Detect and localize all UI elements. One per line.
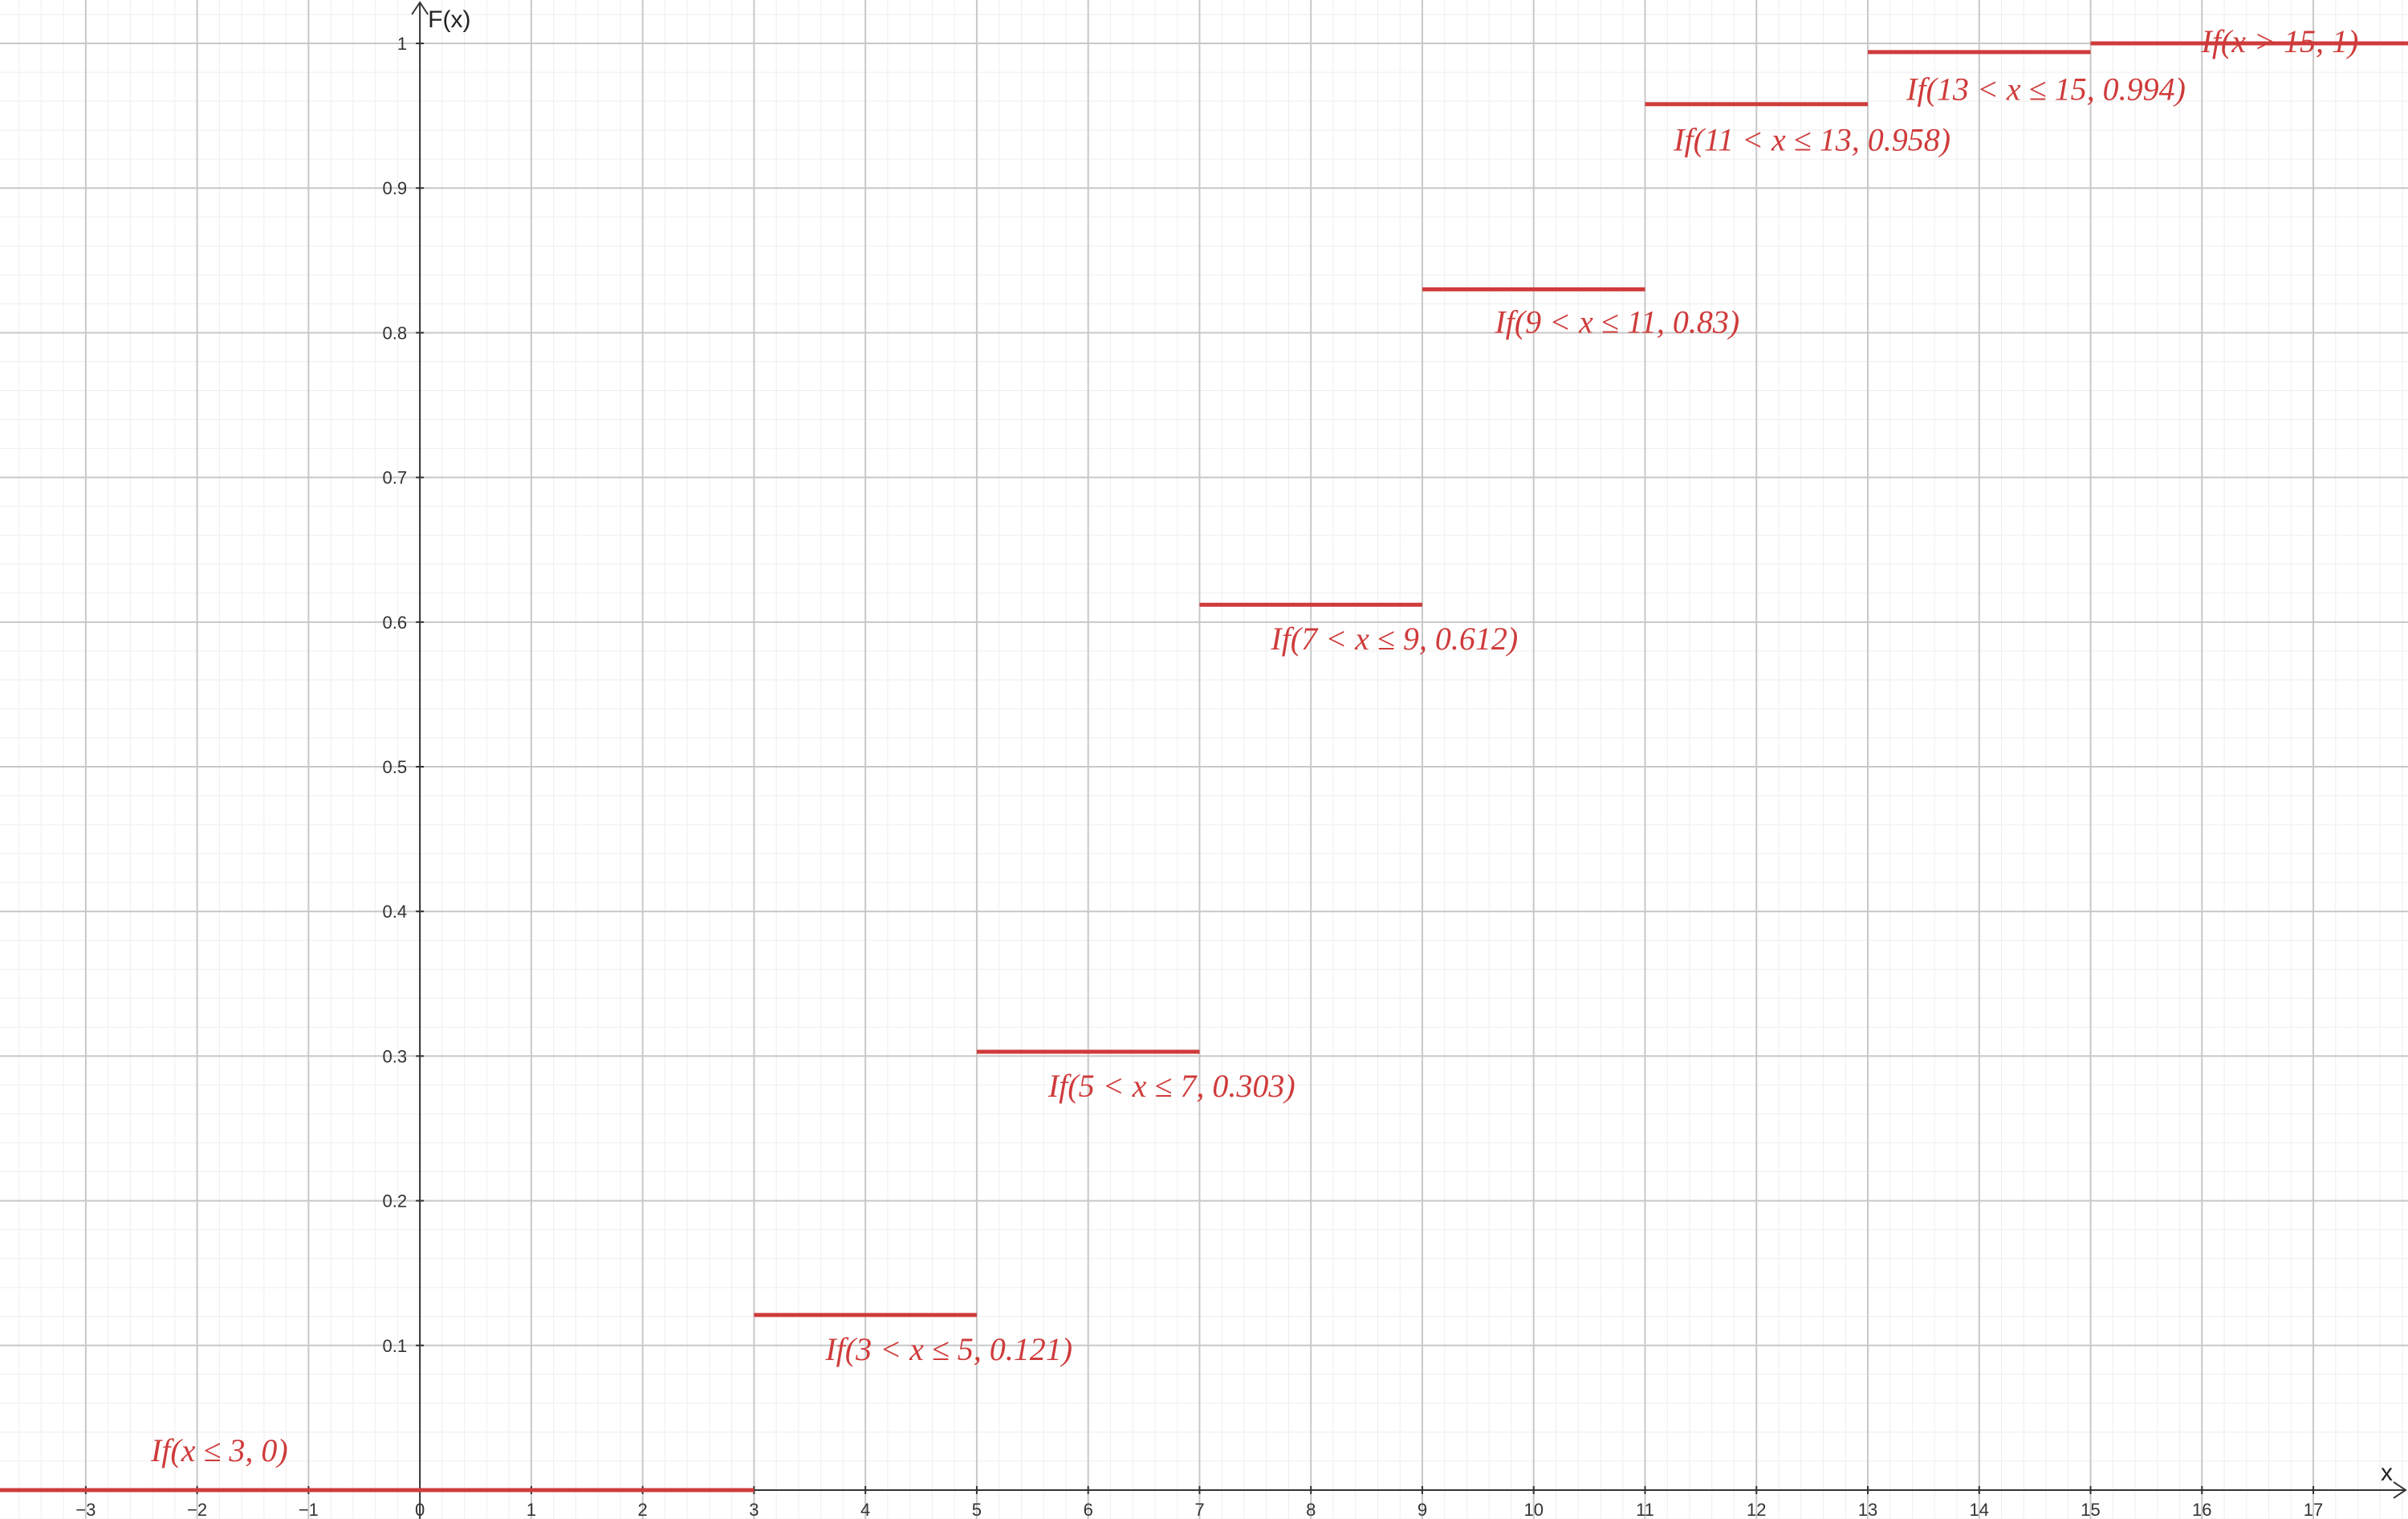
step-label: If(13 < x ≤ 15, 0.994) xyxy=(1906,71,2186,107)
y-tick-label: 0.2 xyxy=(383,1191,408,1212)
x-tick-label: 1 xyxy=(527,1500,536,1519)
step-labels: If(x ≤ 3, 0) If(3 < x ≤ 5, 0.121) If(5 < x… xyxy=(150,23,2358,1468)
step-label: If(7 < x ≤ 9, 0.612) xyxy=(1270,621,1518,657)
x-tick-label: 12 xyxy=(1747,1500,1766,1519)
step-label: If(5 < x ≤ 7, 0.303) xyxy=(1047,1068,1296,1104)
x-tick-label: 4 xyxy=(860,1500,870,1519)
x-tick-label: 13 xyxy=(1858,1500,1877,1519)
x-tick-label: 16 xyxy=(2192,1500,2211,1519)
x-tick-label: 6 xyxy=(1084,1500,1093,1519)
x-tick-label: −3 xyxy=(75,1500,96,1519)
y-tick-label: 0.9 xyxy=(383,178,408,198)
y-tick-label: 1 xyxy=(397,34,407,54)
y-tick-label: 0.6 xyxy=(383,613,408,633)
x-tick-label: 2 xyxy=(638,1500,648,1519)
step-label: If(9 < x ≤ 11, 0.83) xyxy=(1494,303,1739,340)
x-tick-label: 10 xyxy=(1523,1500,1543,1519)
step-label: If(3 < x ≤ 5, 0.121) xyxy=(824,1331,1072,1367)
step-label: If(11 < x ≤ 13, 0.958) xyxy=(1673,121,1950,157)
step-function-series xyxy=(0,41,2408,1493)
x-tick-label: 3 xyxy=(749,1500,759,1519)
y-tick-label: 0.1 xyxy=(383,1336,408,1356)
y-tick-label: 0.7 xyxy=(383,468,408,488)
x-tick-label: 7 xyxy=(1194,1500,1204,1519)
y-tick-label: 0.3 xyxy=(383,1046,408,1066)
x-tick-label: 11 xyxy=(1636,1500,1654,1519)
x-tick-label: −1 xyxy=(299,1500,319,1519)
y-tick-label: 0.8 xyxy=(383,323,408,343)
x-tick-label: 0 xyxy=(415,1500,425,1519)
x-axis-label: x xyxy=(2381,1460,2393,1486)
x-tick-label: −2 xyxy=(187,1500,207,1519)
x-tick-label: 14 xyxy=(1970,1500,1989,1519)
step-label: If(x > 15, 1) xyxy=(2201,23,2359,59)
ticks: −3 −2 −1 0 1 2 3 4 5 6 7 8 9 10 11 12 13 14 15 16 170.10.20.… xyxy=(75,34,2323,1519)
x-tick-label: 15 xyxy=(2081,1500,2100,1519)
y-tick-label: 0.4 xyxy=(383,902,408,922)
x-tick-label: 5 xyxy=(972,1500,982,1519)
y-axis-arrow xyxy=(411,1,429,15)
x-tick-label: 9 xyxy=(1418,1500,1427,1519)
y-axis-label: F(x) xyxy=(428,6,470,33)
x-axis-arrow xyxy=(2393,1481,2407,1499)
step-label: If(x ≤ 3, 0) xyxy=(150,1432,288,1468)
x-tick-label: 8 xyxy=(1306,1500,1316,1519)
y-tick-label: 0.5 xyxy=(383,757,408,777)
x-tick-label: 17 xyxy=(2304,1500,2323,1519)
